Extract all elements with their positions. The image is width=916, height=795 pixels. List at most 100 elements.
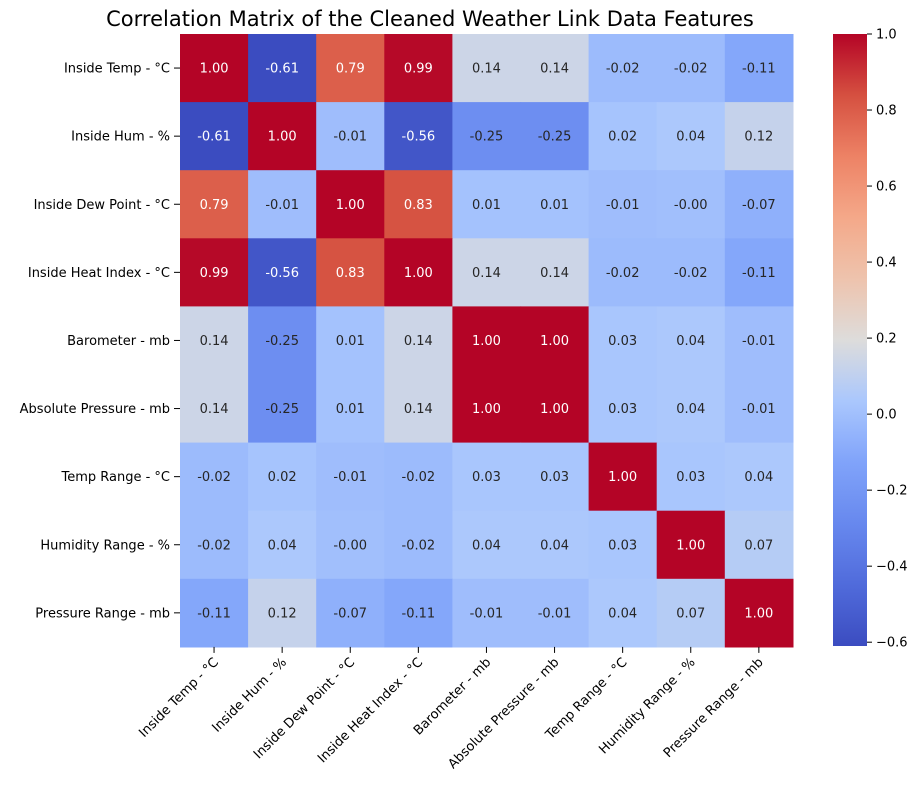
heatmap-cell bbox=[316, 442, 385, 512]
heatmap-cell bbox=[656, 578, 726, 648]
x-tick-label: Inside Temp - °C bbox=[136, 655, 222, 741]
heatmap-cell bbox=[588, 34, 658, 103]
heatmap-cell-label: -0.01 bbox=[333, 470, 367, 485]
heatmap-cell-label: 0.14 bbox=[472, 266, 501, 281]
heatmap-cell-label: 1.00 bbox=[200, 62, 229, 77]
heatmap-cell-label: 0.02 bbox=[608, 130, 637, 145]
heatmap-cell bbox=[656, 34, 726, 103]
heatmap-cell bbox=[384, 442, 453, 512]
heatmap-cell bbox=[248, 510, 317, 580]
heatmap-cell-label: 0.14 bbox=[200, 334, 229, 349]
heatmap-cell bbox=[384, 170, 453, 239]
colorbar-gradient bbox=[833, 34, 867, 646]
heatmap-cell bbox=[588, 374, 658, 444]
heatmap-cell-label: 0.03 bbox=[472, 470, 501, 485]
heatmap-cell bbox=[248, 238, 317, 307]
heatmap-cell-label: 1.00 bbox=[268, 130, 297, 145]
heatmap-cell bbox=[384, 374, 453, 444]
heatmap-cell bbox=[520, 238, 590, 307]
heatmap-cell-label: 0.83 bbox=[336, 266, 365, 281]
heatmap-cell bbox=[588, 102, 658, 171]
heatmap-cell bbox=[248, 102, 317, 171]
heatmap-cell-label: 0.03 bbox=[540, 470, 569, 485]
heatmap-cell-label: -0.01 bbox=[742, 334, 776, 349]
y-tick-label: Pressure Range - mb bbox=[35, 606, 170, 621]
heatmap-cell bbox=[452, 442, 522, 512]
heatmap-cell-label: -0.02 bbox=[197, 470, 231, 485]
heatmap-cell-label: -0.01 bbox=[742, 402, 776, 417]
heatmap-cell bbox=[248, 306, 317, 376]
heatmap-cell-label: -0.25 bbox=[265, 402, 299, 417]
heatmap-cell-label: -0.07 bbox=[333, 606, 367, 621]
heatmap-cell bbox=[724, 442, 794, 512]
heatmap-cell-label: 0.03 bbox=[608, 538, 637, 553]
heatmap-cell-label: -0.56 bbox=[265, 266, 299, 281]
heatmap-cell bbox=[724, 510, 794, 580]
heatmap-cell-label: 0.12 bbox=[744, 130, 773, 145]
heatmap-cell bbox=[316, 102, 385, 171]
heatmap-cell bbox=[724, 102, 794, 171]
y-tick-label: Inside Heat Index - °C bbox=[28, 266, 170, 281]
heatmap-cell bbox=[180, 510, 249, 580]
heatmap-cell bbox=[656, 170, 726, 239]
heatmap-cell-label: 0.07 bbox=[676, 606, 705, 621]
heatmap-cell-labels: 1.00 -0.61 0.79 0.99 0.14 0.14 -0.02 -0.02 -0.11… bbox=[197, 62, 775, 622]
heatmap-cell-label: 1.00 bbox=[744, 606, 773, 621]
heatmap-cell-label: -0.01 bbox=[470, 606, 504, 621]
heatmap-cell-label: 1.00 bbox=[608, 470, 637, 485]
heatmap-cell-label: -0.11 bbox=[742, 266, 776, 281]
heatmap-cell bbox=[724, 306, 794, 376]
heatmap-cell-label: 0.07 bbox=[744, 538, 773, 553]
heatmap-cell-label: 1.00 bbox=[336, 198, 365, 213]
heatmap-cell-label: -0.61 bbox=[265, 62, 299, 77]
heatmap-cell-label: -0.11 bbox=[197, 606, 231, 621]
heatmap-cell bbox=[656, 442, 726, 512]
heatmap-cell bbox=[656, 510, 726, 580]
heatmap-cell bbox=[656, 102, 726, 171]
heatmap-cell-label: -0.00 bbox=[333, 538, 367, 553]
heatmap-cell bbox=[724, 170, 794, 239]
heatmap-cell bbox=[180, 102, 249, 171]
colorbar-tick-label: 0.6 bbox=[876, 180, 897, 195]
heatmap-cell-label: 0.03 bbox=[608, 334, 637, 349]
colorbar-tick-label: 0.8 bbox=[876, 104, 897, 119]
heatmap-cell-label: 0.83 bbox=[404, 198, 433, 213]
heatmap-cell-label: -0.02 bbox=[674, 266, 708, 281]
heatmap-cell-label: 0.14 bbox=[200, 402, 229, 417]
heatmap-cell-label: 0.04 bbox=[608, 606, 637, 621]
heatmap-cell bbox=[520, 374, 590, 444]
heatmap-cell bbox=[384, 34, 453, 103]
heatmap-cell bbox=[656, 238, 726, 307]
heatmap-cell-label: 1.00 bbox=[472, 334, 501, 349]
heatmap-cell-label: 0.99 bbox=[404, 62, 433, 77]
heatmap-cell-label: -0.01 bbox=[538, 606, 572, 621]
heatmap-cell bbox=[384, 102, 453, 171]
chart-title: Correlation Matrix of the Cleaned Weathe… bbox=[106, 7, 754, 31]
colorbar-tick-label: −0.4 bbox=[876, 560, 908, 575]
colorbar-tick-label: −0.6 bbox=[876, 636, 908, 651]
heatmap-cell bbox=[316, 510, 385, 580]
heatmap-cell bbox=[316, 34, 385, 103]
heatmap-cell bbox=[724, 374, 794, 444]
heatmap-cell bbox=[248, 578, 317, 648]
heatmap-cell bbox=[724, 34, 794, 103]
y-tick-label: Inside Dew Point - °C bbox=[34, 198, 170, 213]
heatmap-cell bbox=[316, 578, 385, 648]
heatmap-cell bbox=[384, 578, 453, 648]
heatmap-cell bbox=[180, 170, 249, 239]
heatmap-cell bbox=[588, 170, 658, 239]
heatmap-cell bbox=[452, 510, 522, 580]
heatmap-cell-label: 0.04 bbox=[540, 538, 569, 553]
heatmap-cell bbox=[180, 578, 249, 648]
heatmap-cell bbox=[316, 374, 385, 444]
heatmap-cell bbox=[316, 170, 385, 239]
heatmap-cell-label: 0.02 bbox=[268, 470, 297, 485]
heatmap-cell bbox=[520, 34, 590, 103]
heatmap-cell-label: 0.14 bbox=[472, 62, 501, 77]
heatmap-cell bbox=[180, 306, 249, 376]
heatmap-cell bbox=[520, 442, 590, 512]
heatmap-cell-label: -0.07 bbox=[742, 198, 776, 213]
heatmap-cell bbox=[724, 578, 794, 648]
heatmap-cell bbox=[248, 442, 317, 512]
